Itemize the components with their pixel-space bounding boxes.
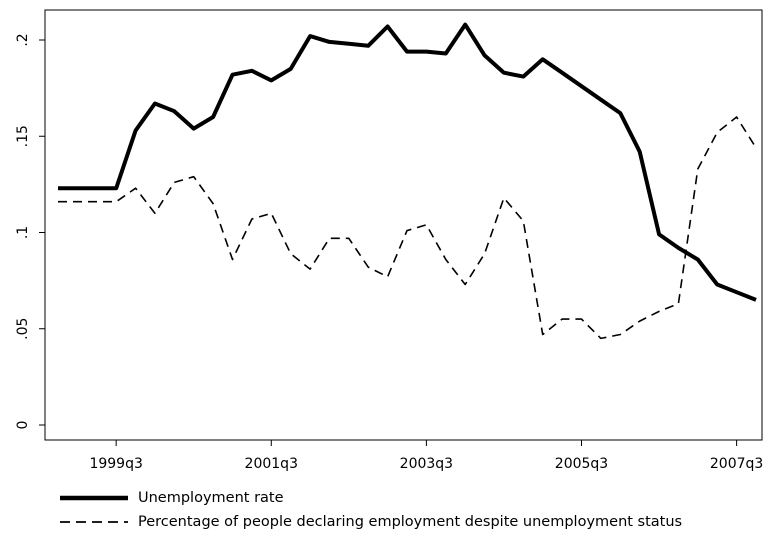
x-tick-label: 2005q3 [555, 456, 608, 472]
y-axis: 0 .05 .1 .15 .2 [15, 33, 45, 429]
x-axis: 1999q3 2001q3 2003q3 2005q3 2007q3 [89, 440, 763, 472]
x-tick-label: 2001q3 [245, 456, 298, 472]
y-tick-label: .1 [15, 226, 31, 239]
line-chart: 0 .05 .1 .15 .2 1999q3 2001q3 2003q3 2005q3 2007… [15, 9, 763, 472]
y-tick-label: 0 [15, 421, 31, 430]
plot-border [44, 9, 763, 441]
series-line-declared-employment [58, 116, 757, 340]
y-tick-label: .05 [15, 318, 31, 340]
x-tick-label: 1999q3 [89, 456, 142, 472]
series-line-unemployment-rate [58, 22, 757, 302]
y-tick-label: .15 [15, 125, 31, 147]
legend-swatch-dashed [60, 521, 128, 523]
legend-item-declared-employment: Percentage of people declaring employmen… [60, 510, 760, 534]
legend-label-declared-employment: Percentage of people declaring employmen… [138, 514, 683, 530]
legend-swatch-solid [60, 495, 128, 501]
series-layer [58, 22, 757, 340]
legend: Unemployment rate Percentage of people d… [60, 486, 760, 534]
x-tick-label: 2003q3 [400, 456, 453, 472]
plot-frame [44, 9, 763, 441]
legend-item-unemployment-rate: Unemployment rate [60, 486, 760, 510]
x-tick-label: 2007q3 [710, 456, 763, 472]
y-tick-label: .2 [15, 33, 31, 46]
legend-label-unemployment-rate: Unemployment rate [138, 490, 284, 506]
